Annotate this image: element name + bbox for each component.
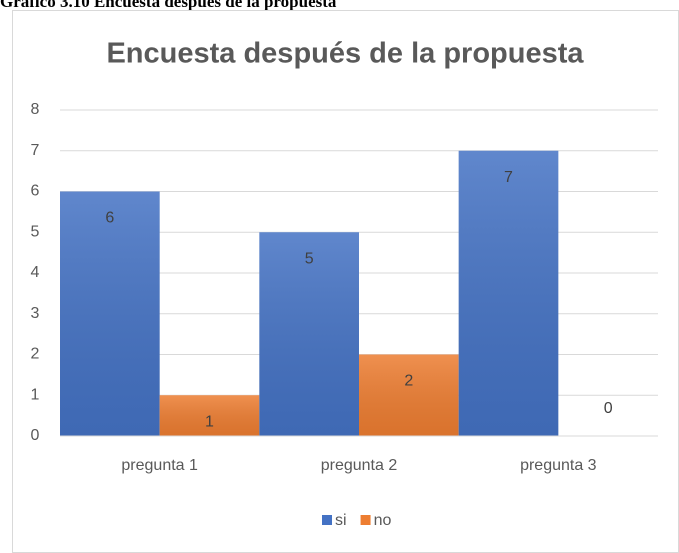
y-tick-label: 1 (31, 386, 40, 403)
y-tick-label: 8 (31, 101, 40, 118)
x-tick-label: pregunta 1 (121, 457, 198, 474)
bar-shade (159, 395, 260, 436)
bar-shade (60, 191, 160, 436)
data-label: 7 (504, 169, 513, 186)
legend-label: si (335, 512, 347, 529)
bar-shade (359, 354, 459, 436)
y-tick-label: 2 (31, 346, 40, 363)
x-tick-label: pregunta 3 (520, 457, 597, 474)
chart-title: Encuesta después de la propuesta (106, 38, 584, 70)
bar-shade (458, 150, 559, 436)
bar-shade (259, 232, 359, 436)
x-tick-label: pregunta 2 (321, 457, 398, 474)
data-label: 1 (205, 413, 214, 430)
legend-swatch (360, 515, 371, 525)
data-label: 0 (604, 400, 613, 417)
legend-label: no (374, 512, 392, 529)
data-label: 2 (404, 373, 413, 390)
y-tick-label: 6 (31, 183, 40, 200)
y-tick-label: 5 (31, 223, 40, 240)
caption: Gráfico 3.10 Encuesta después de la prop… (0, 0, 337, 11)
y-tick-label: 7 (31, 142, 40, 159)
legend-swatch (322, 515, 332, 525)
y-tick-label: 3 (31, 305, 40, 322)
y-tick-label: 0 (31, 427, 40, 444)
data-label: 5 (305, 250, 314, 267)
data-label: 6 (105, 210, 114, 227)
y-tick-label: 4 (31, 264, 40, 281)
